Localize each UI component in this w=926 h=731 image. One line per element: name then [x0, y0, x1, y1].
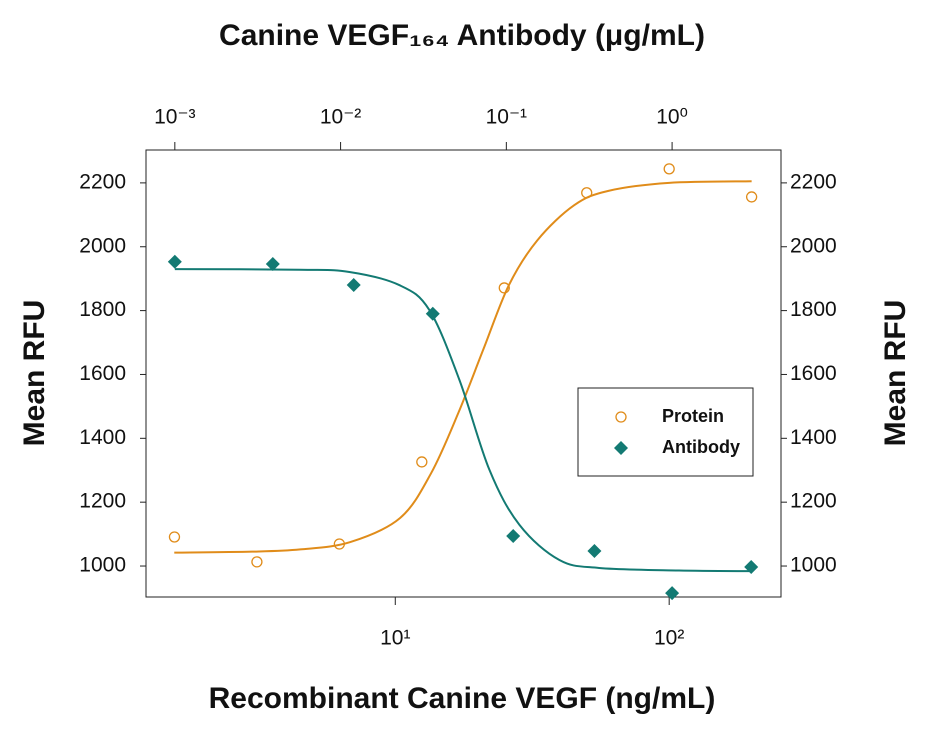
- y2-tick-label: 1600: [790, 362, 837, 385]
- data-point: [251, 556, 263, 568]
- chart-title: Canine VEGF₁₆₄ Antibody (μg/mL): [219, 19, 705, 52]
- legend-label: Antibody: [662, 437, 740, 457]
- legend-box: [577, 387, 754, 477]
- data-point: [168, 531, 181, 543]
- data-point: [663, 163, 675, 175]
- data-point: [665, 586, 680, 601]
- y2-tick-label: 1800: [790, 298, 837, 321]
- fit-curve: [174, 268, 751, 573]
- data-point: [167, 254, 182, 269]
- y-tick-label: 2200: [79, 170, 126, 193]
- data-point: [744, 559, 759, 574]
- y-tick-label: 1400: [79, 426, 126, 449]
- y2-axis-label: Mean RFU: [879, 300, 912, 447]
- y2-tick-label: 1200: [790, 490, 837, 513]
- x2-tick-label: 10⁰: [656, 106, 688, 129]
- data-point: [587, 544, 602, 559]
- data-point: [498, 282, 510, 294]
- y2-tick-label: 1000: [790, 554, 837, 577]
- legend-marker: [614, 441, 628, 455]
- data-point: [745, 191, 758, 203]
- y-tick-label: 1200: [79, 490, 126, 513]
- data-point: [506, 529, 521, 544]
- data-point: [346, 278, 361, 293]
- x-tick-label: 10²: [654, 627, 684, 650]
- fit-curve: [174, 180, 752, 554]
- data-point: [581, 187, 593, 199]
- y2-tick-label: 2000: [790, 234, 837, 257]
- y-tick-label: 2000: [79, 234, 126, 257]
- y-tick-label: 1600: [79, 362, 126, 385]
- y2-tick-label: 2200: [790, 170, 837, 193]
- y-tick-label: 1000: [79, 554, 126, 577]
- x-tick-label: 10¹: [380, 627, 410, 650]
- x2-tick-label: 10⁻¹: [486, 106, 527, 129]
- legend-marker: [615, 411, 627, 423]
- y-axis-label: Mean RFU: [18, 300, 51, 447]
- data-point: [416, 456, 428, 468]
- data-point: [425, 306, 440, 321]
- plot-frame: [145, 149, 782, 598]
- y-tick-label: 1800: [79, 298, 126, 321]
- x-axis-label: Recombinant Canine VEGF (ng/mL): [209, 682, 716, 715]
- data-point: [265, 256, 280, 271]
- y2-tick-label: 1400: [790, 426, 837, 449]
- x2-tick-label: 10⁻²: [320, 106, 361, 129]
- data-point: [333, 538, 346, 550]
- legend-label: Protein: [662, 406, 724, 426]
- x2-tick-label: 10⁻³: [154, 106, 195, 129]
